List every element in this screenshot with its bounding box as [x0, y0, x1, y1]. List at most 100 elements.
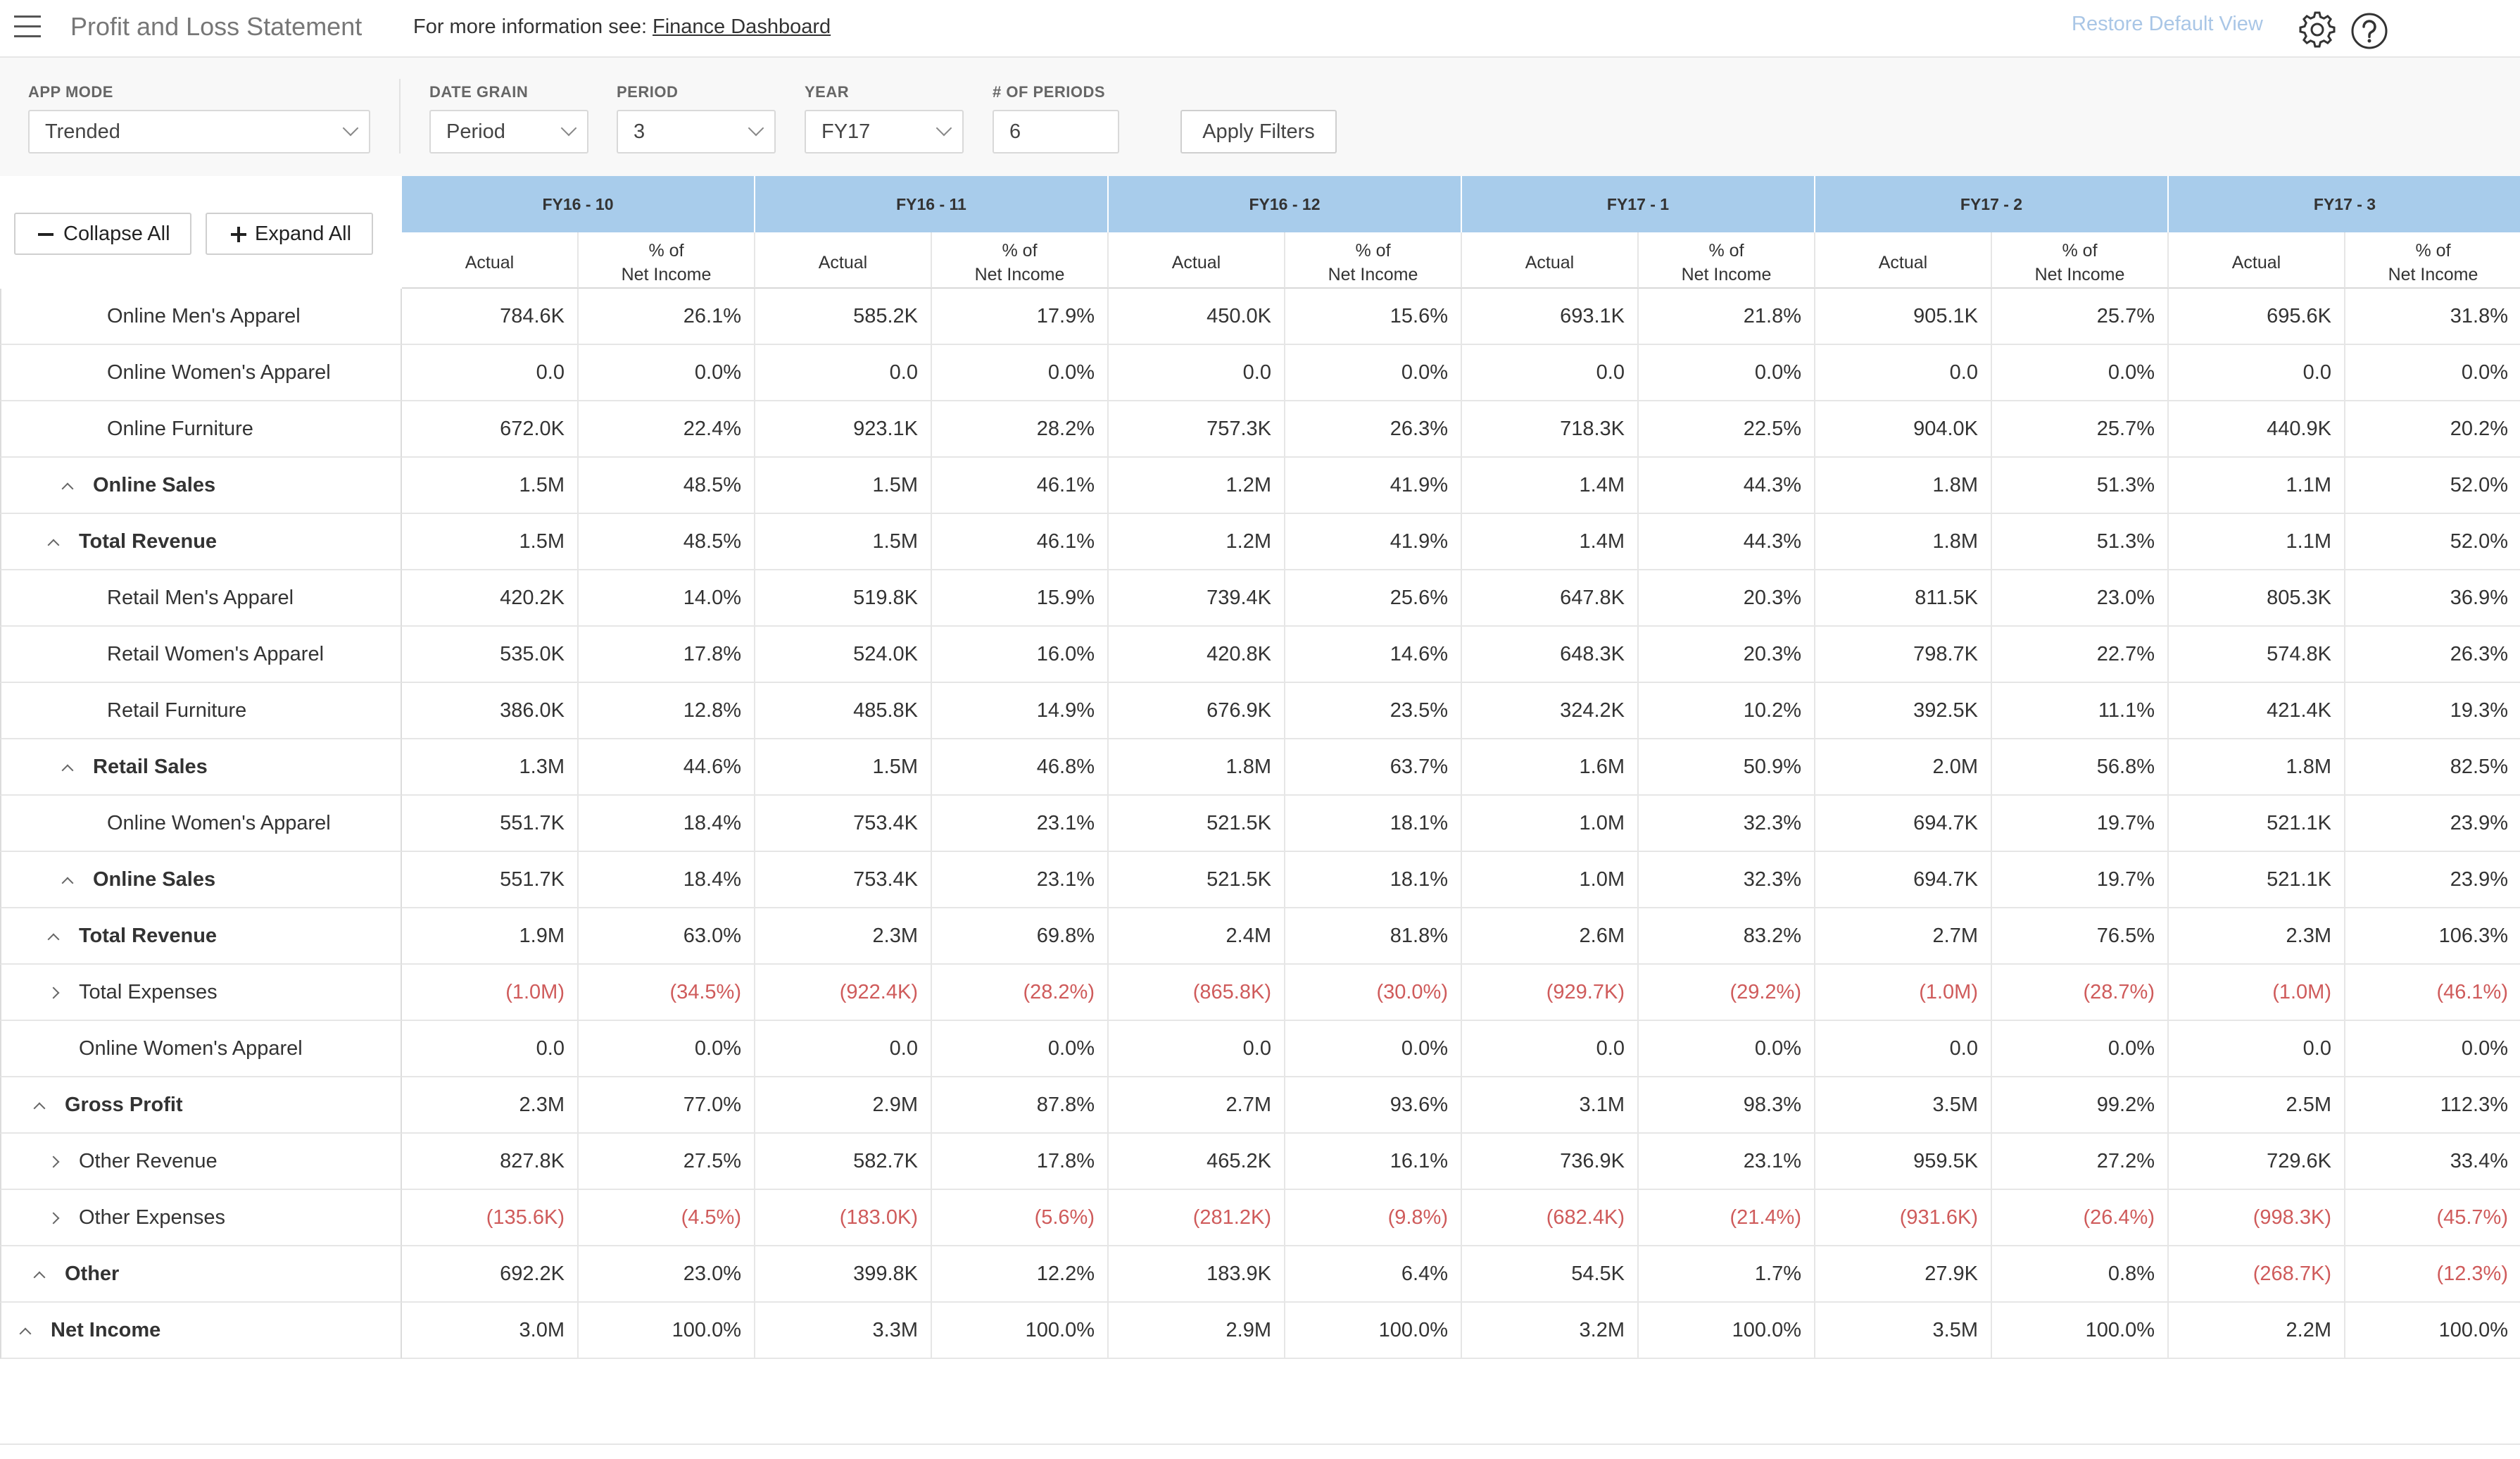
pct-net-income-cell: 25.6% [1285, 570, 1462, 627]
pct-net-income-column-header: % of Net Income [1639, 232, 1815, 289]
row-label[interactable]: Total Revenue [0, 514, 402, 570]
row-label: Online Men's Apparel [0, 289, 402, 345]
row-label[interactable]: Other Expenses [0, 1190, 402, 1246]
chevron-up-icon[interactable] [47, 539, 60, 551]
actual-value-cell: 923.1K [755, 401, 932, 458]
pct-net-income-cell: (9.8%) [1285, 1190, 1462, 1246]
chevron-up-icon[interactable] [19, 1327, 32, 1340]
pct-net-income-cell: 19.3% [2345, 683, 2520, 739]
row-label[interactable]: Online Sales [0, 458, 402, 514]
pct-net-income-cell: 44.3% [1639, 514, 1815, 570]
actual-value-cell: 3.2M [1462, 1303, 1639, 1359]
actual-value-cell: 753.4K [755, 852, 932, 908]
actual-value-cell: 551.7K [402, 852, 579, 908]
help-icon[interactable] [2350, 11, 2389, 51]
pct-header-line2: Net Income [974, 265, 1065, 284]
row-label[interactable]: Total Expenses [0, 965, 402, 1021]
chevron-up-icon[interactable] [61, 764, 74, 777]
pct-net-income-cell: 1.7% [1639, 1246, 1815, 1303]
pct-net-income-column-header: % of Net Income [2345, 232, 2520, 289]
actual-value-cell: 521.5K [1109, 796, 1285, 852]
chevron-down-icon [935, 120, 952, 137]
row-label-text: Other [65, 1263, 120, 1285]
pct-net-income-cell: 27.2% [1992, 1134, 2169, 1190]
actual-value-cell: 386.0K [402, 683, 579, 739]
actual-value-cell: 535.0K [402, 627, 579, 683]
row-label[interactable]: Net Income [0, 1303, 402, 1359]
actual-value-cell: 959.5K [1815, 1134, 1992, 1190]
pct-net-income-cell: 20.3% [1639, 627, 1815, 683]
row-label[interactable]: Other Revenue [0, 1134, 402, 1190]
actual-value-cell: 521.1K [2169, 852, 2345, 908]
pct-net-income-cell: 23.0% [579, 1246, 755, 1303]
pct-net-income-column-header: % of Net Income [932, 232, 1109, 289]
actual-value-cell: 805.3K [2169, 570, 2345, 627]
pct-net-income-cell: (30.0%) [1285, 965, 1462, 1021]
chevron-right-icon[interactable] [47, 1212, 60, 1225]
pct-net-income-cell: 17.8% [932, 1134, 1109, 1190]
pct-net-income-cell: 100.0% [579, 1303, 755, 1359]
finance-dashboard-link[interactable]: Finance Dashboard [653, 15, 831, 38]
actual-value-cell: 1.5M [402, 458, 579, 514]
pct-net-income-cell: 0.0% [1639, 345, 1815, 401]
pct-net-income-cell: 0.0% [579, 1021, 755, 1077]
row-label-text: Online Men's Apparel [107, 305, 301, 327]
actual-value-cell: 1.0M [1462, 852, 1639, 908]
pct-net-income-cell: 11.1% [1992, 683, 2169, 739]
actual-value-cell: 648.3K [1462, 627, 1639, 683]
actual-value-cell: 0.0 [1462, 345, 1639, 401]
actual-value-cell: 1.8M [1815, 514, 1992, 570]
chevron-up-icon[interactable] [47, 933, 60, 946]
pct-net-income-cell: 21.8% [1639, 289, 1815, 345]
row-label: Retail Women's Apparel [0, 627, 402, 683]
row-label[interactable]: Other [0, 1246, 402, 1303]
row-label[interactable]: Gross Profit [0, 1077, 402, 1134]
chevron-up-icon[interactable] [33, 1271, 46, 1284]
actual-value-cell: 1.4M [1462, 514, 1639, 570]
actual-value-cell: 420.8K [1109, 627, 1285, 683]
actual-value-cell: 450.0K [1109, 289, 1285, 345]
pct-net-income-cell: 100.0% [1285, 1303, 1462, 1359]
row-label[interactable]: Total Revenue [0, 908, 402, 965]
pct-net-income-cell: 14.9% [932, 683, 1109, 739]
actual-value-cell: 1.3M [402, 739, 579, 796]
collapse-all-button[interactable]: Collapse All [14, 213, 191, 255]
chevron-up-icon[interactable] [61, 877, 74, 889]
pct-net-income-cell: 20.2% [2345, 401, 2520, 458]
year-select[interactable]: FY17 [805, 110, 964, 154]
pct-net-income-cell: 22.7% [1992, 627, 2169, 683]
chevron-up-icon[interactable] [33, 1102, 46, 1115]
pct-net-income-cell: 6.4% [1285, 1246, 1462, 1303]
row-label-text: Online Sales [93, 474, 216, 496]
row-label: Online Women's Apparel [0, 345, 402, 401]
actual-value-cell: 0.0 [1109, 1021, 1285, 1077]
row-label[interactable]: Retail Sales [0, 739, 402, 796]
restore-default-view-link[interactable]: Restore Default View [2072, 13, 2263, 35]
period-select[interactable]: 3 [617, 110, 776, 154]
actual-value-cell: 692.2K [402, 1246, 579, 1303]
apply-filters-button[interactable]: Apply Filters [1180, 110, 1337, 154]
actual-column-header: Actual [1462, 232, 1639, 289]
row-label-text: Retail Sales [93, 756, 208, 778]
pct-net-income-cell: 12.8% [579, 683, 755, 739]
gear-icon[interactable] [2296, 8, 2338, 51]
row-label: Retail Furniture [0, 683, 402, 739]
actual-value-cell: 0.0 [2169, 345, 2345, 401]
row-label[interactable]: Online Sales [0, 852, 402, 908]
num-periods-input[interactable]: 6 [993, 110, 1119, 154]
expand-all-button[interactable]: Expand All [206, 213, 373, 255]
actual-value-cell: 905.1K [1815, 289, 1992, 345]
row-label: Online Women's Apparel [0, 1021, 402, 1077]
pct-header-line2: Net Income [1328, 265, 1418, 284]
hamburger-menu-icon[interactable] [14, 15, 41, 39]
actual-value-cell: 585.2K [755, 289, 932, 345]
app-mode-select[interactable]: Trended [28, 110, 370, 154]
date-grain-select[interactable]: Period [429, 110, 588, 154]
chevron-up-icon[interactable] [61, 482, 74, 495]
chevron-right-icon[interactable] [47, 1156, 60, 1168]
num-periods-value: 6 [1009, 120, 1021, 143]
chevron-right-icon[interactable] [47, 987, 60, 999]
actual-value-cell: 757.3K [1109, 401, 1285, 458]
row-label-text: Retail Furniture [107, 699, 247, 722]
actual-value-cell: 519.8K [755, 570, 932, 627]
